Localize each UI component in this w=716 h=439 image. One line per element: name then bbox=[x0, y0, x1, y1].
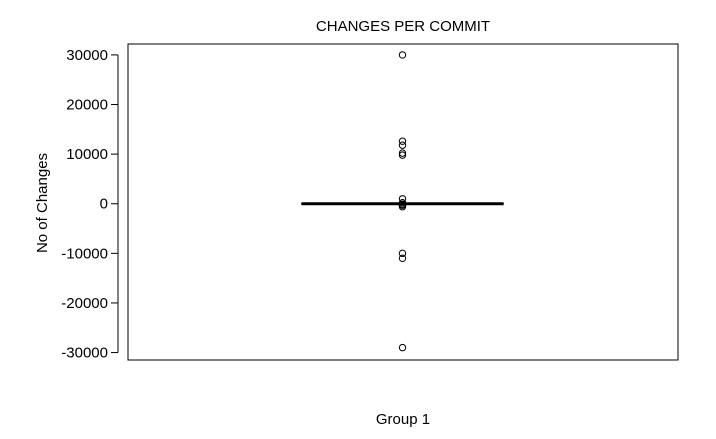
y-tick-label: -30000 bbox=[61, 345, 108, 362]
y-tick-label: -10000 bbox=[61, 245, 108, 262]
y-tick-label: 20000 bbox=[66, 97, 108, 114]
y-tick-label: -20000 bbox=[61, 295, 108, 312]
chart-title: CHANGES PER COMMIT bbox=[316, 18, 490, 35]
y-axis-label: No of Changes bbox=[34, 153, 51, 253]
outlier-point bbox=[398, 141, 407, 149]
y-tick-label: 0 bbox=[100, 196, 108, 213]
outlier-point bbox=[398, 343, 407, 352]
x-axis-label: Group 1 bbox=[376, 411, 430, 428]
outlier-point bbox=[398, 137, 407, 145]
outlier-point bbox=[398, 254, 407, 263]
y-axis: 30000 20000 10000 0 -10000 -20000 -30000 bbox=[61, 47, 119, 362]
y-tick-label: 30000 bbox=[66, 47, 108, 64]
outlier-point bbox=[398, 203, 407, 211]
outlier-point bbox=[398, 149, 407, 157]
box-layer bbox=[301, 51, 504, 352]
y-tick-label: 10000 bbox=[66, 146, 108, 163]
outlier-point bbox=[398, 51, 407, 59]
outlier-point bbox=[398, 151, 407, 159]
outlier-point bbox=[398, 249, 407, 258]
plot-frame bbox=[127, 43, 679, 361]
